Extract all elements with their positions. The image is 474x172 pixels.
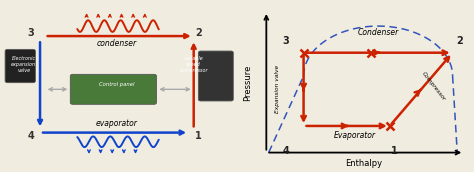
- FancyBboxPatch shape: [198, 51, 233, 101]
- Text: 2: 2: [195, 28, 202, 38]
- Text: Expansion valve: Expansion valve: [275, 65, 281, 113]
- Text: 4: 4: [27, 131, 34, 141]
- Text: condenser: condenser: [97, 39, 137, 48]
- Text: 3: 3: [27, 28, 34, 38]
- Text: Evaporator: Evaporator: [334, 131, 376, 140]
- FancyBboxPatch shape: [70, 74, 156, 104]
- Text: evaporator: evaporator: [96, 119, 138, 128]
- Text: Compressor: Compressor: [421, 71, 447, 101]
- Text: 4: 4: [283, 146, 290, 156]
- Text: 1: 1: [391, 146, 398, 156]
- Text: Electronic
expansion
valve: Electronic expansion valve: [11, 56, 36, 73]
- Text: 1: 1: [195, 131, 202, 141]
- Text: 3: 3: [283, 36, 290, 46]
- Text: Control panel: Control panel: [99, 82, 135, 87]
- FancyBboxPatch shape: [5, 49, 36, 83]
- Text: Enthalpy: Enthalpy: [346, 159, 383, 168]
- Text: variable
speed
compressor: variable speed compressor: [180, 56, 208, 73]
- Text: Condenser: Condenser: [357, 28, 399, 37]
- Text: Pressure: Pressure: [243, 64, 252, 101]
- Text: 2: 2: [456, 36, 463, 46]
